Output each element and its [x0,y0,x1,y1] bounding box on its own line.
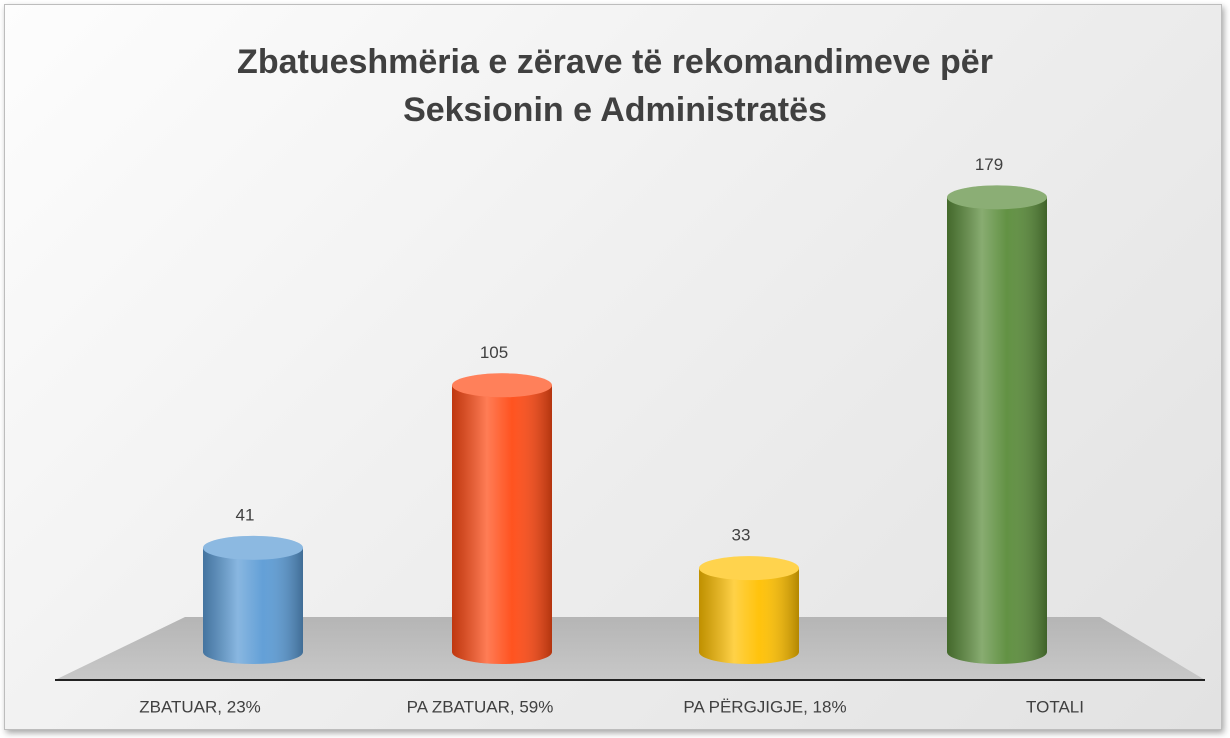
bar-top-light [947,185,1047,210]
floor [55,617,1205,680]
x-tick-label: PA PËRGJIGJE, 18% [683,697,846,716]
bar-top [452,373,552,398]
bar-top [699,556,799,581]
bar-top-light [452,373,552,398]
bar [699,556,799,664]
data-label: 41 [236,505,255,524]
x-tick-label: PA ZBATUAR, 59% [407,697,554,716]
bar-top [947,185,1047,210]
bar-body-shade [947,197,1047,652]
bar-top-light [203,535,303,560]
data-label: 33 [732,526,751,545]
chart-title: Zbatueshmëria e zërave të rekomandimeve … [237,43,993,129]
data-label: 105 [480,343,508,362]
x-tick-label: ZBATUAR, 23% [139,697,261,716]
data-label: 179 [975,155,1003,174]
bar-body-shade [203,547,303,652]
x-tick-label: TOTALI [1026,697,1084,716]
bar-top [203,535,303,560]
bar-top-light [699,556,799,581]
bar-body-shade [699,568,799,652]
bar [452,373,552,664]
bar [203,535,303,664]
bar [947,185,1047,664]
bar-body-shade [452,385,552,652]
